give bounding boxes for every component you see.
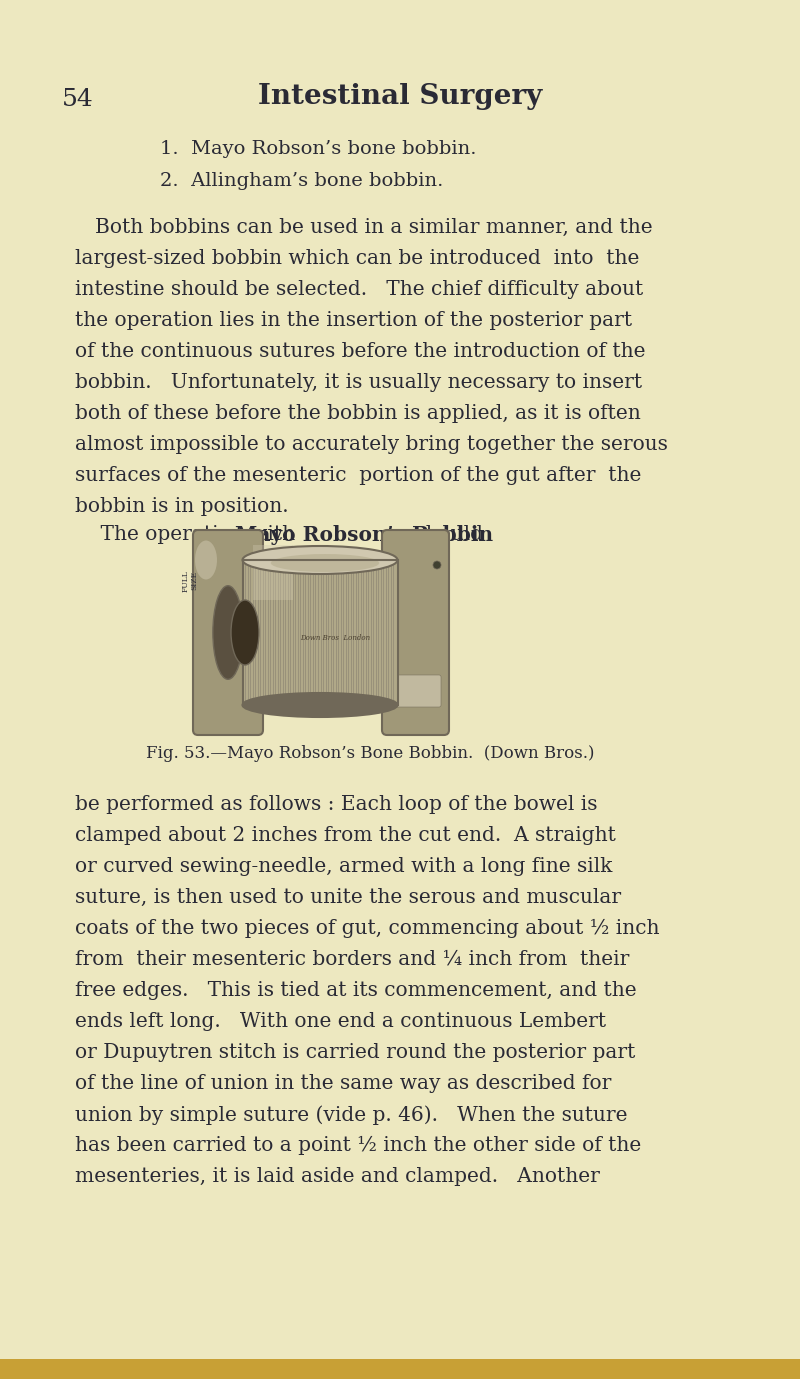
Text: free edges.   This is tied at its commencement, and the: free edges. This is tied at its commence… <box>75 980 637 1000</box>
Text: Mayo Robson’s Bobbin: Mayo Robson’s Bobbin <box>235 525 494 545</box>
FancyBboxPatch shape <box>382 530 449 735</box>
Ellipse shape <box>242 694 398 717</box>
Text: coats of the two pieces of gut, commencing about ½ inch: coats of the two pieces of gut, commenci… <box>75 918 659 938</box>
Text: intestine should be selected.   The chief difficulty about: intestine should be selected. The chief … <box>75 280 643 299</box>
Ellipse shape <box>433 561 441 570</box>
Text: Fig. 53.—Mayo Robson’s Bone Bobbin.  (Down Bros.): Fig. 53.—Mayo Robson’s Bone Bobbin. (Dow… <box>146 745 594 763</box>
Ellipse shape <box>195 541 217 579</box>
Text: 2.  Allingham’s bone bobbin.: 2. Allingham’s bone bobbin. <box>160 172 443 190</box>
Text: 1.  Mayo Robson’s bone bobbin.: 1. Mayo Robson’s bone bobbin. <box>160 141 477 159</box>
Text: ends left long.   With one end a continuous Lembert: ends left long. With one end a continuou… <box>75 1012 606 1031</box>
Text: of the continuous sutures before the introduction of the: of the continuous sutures before the int… <box>75 342 646 361</box>
Text: should: should <box>409 525 483 543</box>
FancyBboxPatch shape <box>193 530 263 735</box>
Text: from  their mesenteric borders and ¼ inch from  their: from their mesenteric borders and ¼ inch… <box>75 950 630 969</box>
Ellipse shape <box>213 586 243 680</box>
Ellipse shape <box>270 554 379 572</box>
Ellipse shape <box>242 546 398 574</box>
Text: largest-sized bobbin which can be introduced  into  the: largest-sized bobbin which can be introd… <box>75 250 639 268</box>
Bar <box>243 560 398 705</box>
Text: Both bobbins can be used in a similar manner, and the: Both bobbins can be used in a similar ma… <box>95 218 653 237</box>
Text: has been carried to a point ½ inch the other side of the: has been carried to a point ½ inch the o… <box>75 1136 642 1156</box>
FancyBboxPatch shape <box>390 674 441 707</box>
Text: surfaces of the mesenteric  portion of the gut after  the: surfaces of the mesenteric portion of th… <box>75 466 642 485</box>
Text: clamped about 2 inches from the cut end.  A straight: clamped about 2 inches from the cut end.… <box>75 826 616 845</box>
Text: 54: 54 <box>62 88 94 110</box>
Bar <box>243 560 398 705</box>
Bar <box>253 545 293 600</box>
Text: FULL
SIZE: FULL SIZE <box>182 570 198 592</box>
Text: union by simple suture (vide p. 46).   When the suture: union by simple suture (vide p. 46). Whe… <box>75 1105 627 1125</box>
Text: of the line of union in the same way as described for: of the line of union in the same way as … <box>75 1074 611 1094</box>
Text: The operation with: The operation with <box>75 525 302 543</box>
Text: the operation lies in the insertion of the posterior part: the operation lies in the insertion of t… <box>75 312 632 330</box>
Text: be performed as follows : Each loop of the bowel is: be performed as follows : Each loop of t… <box>75 796 598 814</box>
Text: or curved sewing-needle, armed with a long fine silk: or curved sewing-needle, armed with a lo… <box>75 856 612 876</box>
Text: mesenteries, it is laid aside and clamped.   Another: mesenteries, it is laid aside and clampe… <box>75 1167 600 1186</box>
Text: Intestinal Surgery: Intestinal Surgery <box>258 83 542 110</box>
Text: almost impossible to accurately bring together the serous: almost impossible to accurately bring to… <box>75 434 668 454</box>
Text: Down Bros  London: Down Bros London <box>300 633 370 641</box>
Ellipse shape <box>231 600 259 665</box>
Text: bobbin.   Unfortunately, it is usually necessary to insert: bobbin. Unfortunately, it is usually nec… <box>75 372 642 392</box>
Text: both of these before the bobbin is applied, as it is often: both of these before the bobbin is appli… <box>75 404 641 423</box>
Text: or Dupuytren stitch is carried round the posterior part: or Dupuytren stitch is carried round the… <box>75 1043 635 1062</box>
Text: suture, is then used to unite the serous and muscular: suture, is then used to unite the serous… <box>75 888 621 907</box>
Text: bobbin is in position.: bobbin is in position. <box>75 496 289 516</box>
Bar <box>0 1358 800 1379</box>
